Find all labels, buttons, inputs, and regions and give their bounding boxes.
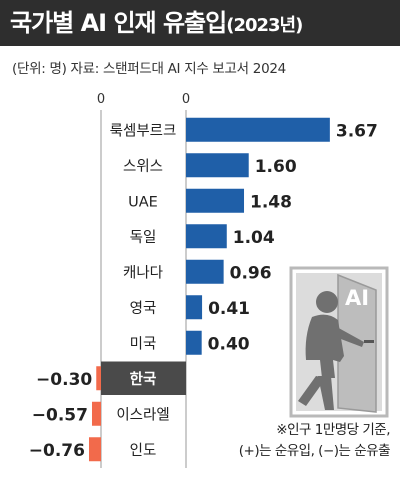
value-label: 3.67 bbox=[336, 121, 378, 141]
bar bbox=[186, 117, 330, 142]
person-head bbox=[316, 291, 338, 313]
value-label: 1.04 bbox=[233, 228, 275, 248]
value-label: 1.48 bbox=[250, 192, 292, 212]
chart-footnote: ※인구 1만명당 기준, (+)는 순유입, (−)는 순유출 bbox=[238, 420, 391, 462]
door-ai-label: AI bbox=[345, 286, 369, 310]
category-label: 캐나다 bbox=[123, 264, 163, 281]
person-leg-back bbox=[298, 376, 326, 406]
bar bbox=[186, 224, 227, 249]
value-label: −0.30 bbox=[36, 370, 92, 390]
category-label: 스위스 bbox=[123, 158, 163, 175]
chart-title: 국가별 AI 인재 유출입 bbox=[10, 9, 227, 37]
value-label: 1.60 bbox=[255, 157, 297, 177]
axis-zero-label-left: 0 bbox=[97, 92, 105, 107]
category-label: 룩셈부르크 bbox=[110, 122, 177, 139]
footnote-line-2: (+)는 순유입, (−)는 순유출 bbox=[238, 443, 391, 459]
chart-title-year: (2023년) bbox=[226, 15, 303, 36]
category-label: 한국 bbox=[130, 371, 157, 388]
bar bbox=[186, 188, 245, 213]
bar bbox=[91, 401, 101, 426]
value-label: −0.57 bbox=[32, 405, 88, 425]
value-label: 0.40 bbox=[208, 334, 250, 354]
bar bbox=[186, 295, 203, 320]
footnote-line-1: ※인구 1만명당 기준, bbox=[276, 422, 390, 438]
category-label: 미국 bbox=[130, 335, 157, 352]
person-arm bbox=[333, 326, 364, 347]
category-label: UAE bbox=[128, 194, 158, 210]
category-label: 이스라엘 bbox=[116, 406, 169, 423]
bar bbox=[96, 366, 101, 391]
person-leg-front bbox=[318, 376, 334, 410]
highlight-band bbox=[101, 361, 186, 395]
value-label: −0.76 bbox=[29, 441, 85, 461]
chart-title-bar: 국가별 AI 인재 유출입(2023년) bbox=[0, 0, 400, 46]
door-handle bbox=[364, 340, 374, 343]
bar bbox=[186, 330, 202, 355]
category-label: 인도 bbox=[130, 442, 157, 459]
bar bbox=[186, 153, 249, 178]
bar bbox=[186, 259, 224, 284]
category-label: 영국 bbox=[130, 300, 157, 317]
value-label: 0.96 bbox=[230, 263, 272, 283]
axis-zero-label-right: 0 bbox=[182, 92, 190, 107]
category-label: 독일 bbox=[130, 229, 157, 246]
bar bbox=[88, 437, 101, 462]
chart-source: (단위: 명) 자료: 스탠퍼드대 AI 지수 보고서 2024 bbox=[12, 61, 286, 77]
value-label: 0.41 bbox=[208, 299, 250, 319]
